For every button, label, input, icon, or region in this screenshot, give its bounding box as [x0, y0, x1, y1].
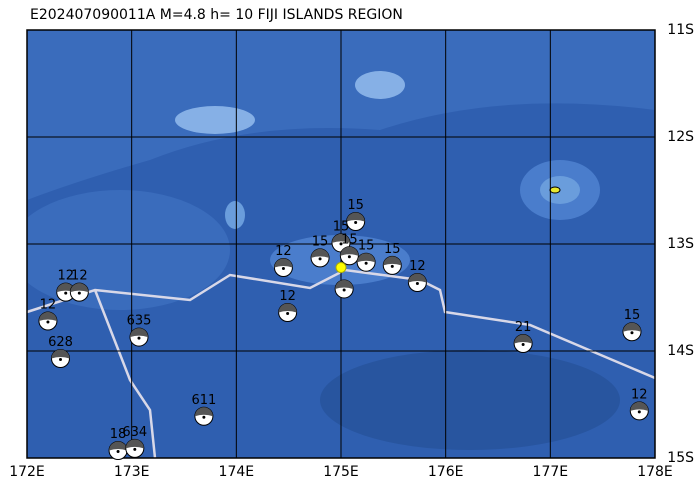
depth-label: 15 [333, 219, 350, 234]
lat-tick-label: 11S [667, 22, 694, 38]
focal-mechanism [356, 252, 376, 272]
lon-tick-label: 174E [219, 464, 255, 480]
beachball-quadrant [335, 279, 354, 289]
focal-mechanism [125, 438, 145, 458]
focal-mechanism [339, 246, 359, 266]
beachball-center [347, 255, 351, 259]
lon-tick-label: 178E [637, 464, 673, 480]
lon-tick-label: 175E [323, 464, 359, 480]
beachball-center [318, 257, 322, 261]
depth-label: 12 [279, 289, 296, 304]
beachball-center [339, 242, 343, 246]
beachball-center [116, 450, 120, 454]
beachball-center [364, 261, 368, 265]
beachball-center [77, 291, 81, 295]
depth-label: 18 [110, 427, 127, 442]
beachball-center [137, 336, 141, 340]
beachball-quadrant [630, 401, 649, 411]
lon-tick-label: 177E [533, 464, 569, 480]
focal-mechanism [273, 258, 293, 278]
beachball-center [202, 415, 206, 419]
depth-label: 635 [127, 314, 152, 329]
beachball-center [390, 264, 394, 268]
beachball-quadrant [514, 334, 533, 344]
depth-label: 12 [57, 269, 74, 284]
beachball-quadrant [311, 248, 330, 258]
focal-mechanism [194, 406, 214, 426]
depth-label: 628 [48, 335, 73, 350]
beachball-quadrant [278, 303, 297, 313]
beachball-quadrant [346, 212, 365, 222]
depth-label: 12 [409, 259, 426, 274]
lat-tick-label: 15S [667, 450, 694, 466]
beachball-center [281, 267, 285, 271]
lon-tick-label: 176E [428, 464, 464, 480]
depth-label: 15 [624, 308, 641, 323]
beachball-quadrant [332, 233, 350, 243]
lat-tick-label: 12S [667, 129, 694, 145]
beachball-center [286, 311, 290, 315]
depth-label: 12 [275, 244, 292, 259]
beachball-center [58, 357, 62, 361]
beachball-center [354, 221, 358, 225]
focal-mechanism [629, 401, 649, 421]
focal-mechanism [108, 441, 128, 461]
depth-label: 21 [515, 320, 532, 335]
focal-mechanism [513, 334, 533, 354]
epicenter [335, 262, 347, 274]
focal-mechanism [50, 348, 70, 368]
lat-tick-label: 13S [667, 236, 694, 252]
depth-label: 12 [71, 269, 88, 284]
beachball-quadrant [383, 256, 402, 266]
focal-mechanism [622, 322, 642, 342]
focal-mechanism [407, 273, 427, 293]
beachball-quadrant [194, 407, 213, 417]
beachball-quadrant [622, 322, 641, 332]
focal-mechanism [278, 302, 298, 322]
focal-mechanism [129, 327, 149, 347]
depth-label: 12 [631, 387, 648, 402]
beachball-center [637, 410, 641, 414]
depth-label: 15 [384, 242, 401, 257]
beachball-center [133, 447, 137, 451]
lat-tick-label: 14S [667, 343, 694, 359]
lon-tick-label: 172E [9, 464, 45, 480]
lon-tick-label: 173E [114, 464, 150, 480]
beachball-quadrant [357, 253, 376, 263]
focal-mechanism [334, 279, 354, 299]
beachball-center [415, 282, 419, 286]
beachball-center [521, 343, 525, 347]
beachball-quadrant [125, 439, 144, 449]
beachball-quadrant [109, 441, 128, 451]
depth-label: 15 [358, 239, 375, 254]
focal-mechanism [382, 255, 402, 275]
beachball-center [46, 320, 50, 324]
depth-label: 15 [312, 234, 329, 249]
beachball-quadrant [274, 258, 293, 268]
beachball-center [630, 331, 634, 335]
beachball-quadrant [51, 349, 70, 359]
beachball-quadrant [38, 312, 57, 322]
depth-label: 15 [341, 232, 358, 247]
focal-mechanism [346, 212, 366, 232]
map-title: E202407090011A M=4.8 h= 10 FIJI ISLANDS … [30, 7, 403, 23]
beachball-center [342, 288, 346, 292]
beachball-quadrant [70, 283, 89, 293]
depth-label: 15 [347, 198, 364, 213]
depth-label: 611 [191, 393, 216, 408]
beachball-center [64, 291, 68, 295]
focal-mechanism [69, 282, 89, 302]
focal-mechanism [38, 311, 58, 331]
beachball-quadrant [408, 273, 427, 283]
depth-label: 12 [40, 298, 57, 313]
focal-mechanism [310, 248, 330, 268]
depth-label: 634 [122, 425, 147, 440]
beachball-quadrant [129, 328, 148, 338]
beachball-quadrant [340, 246, 359, 256]
